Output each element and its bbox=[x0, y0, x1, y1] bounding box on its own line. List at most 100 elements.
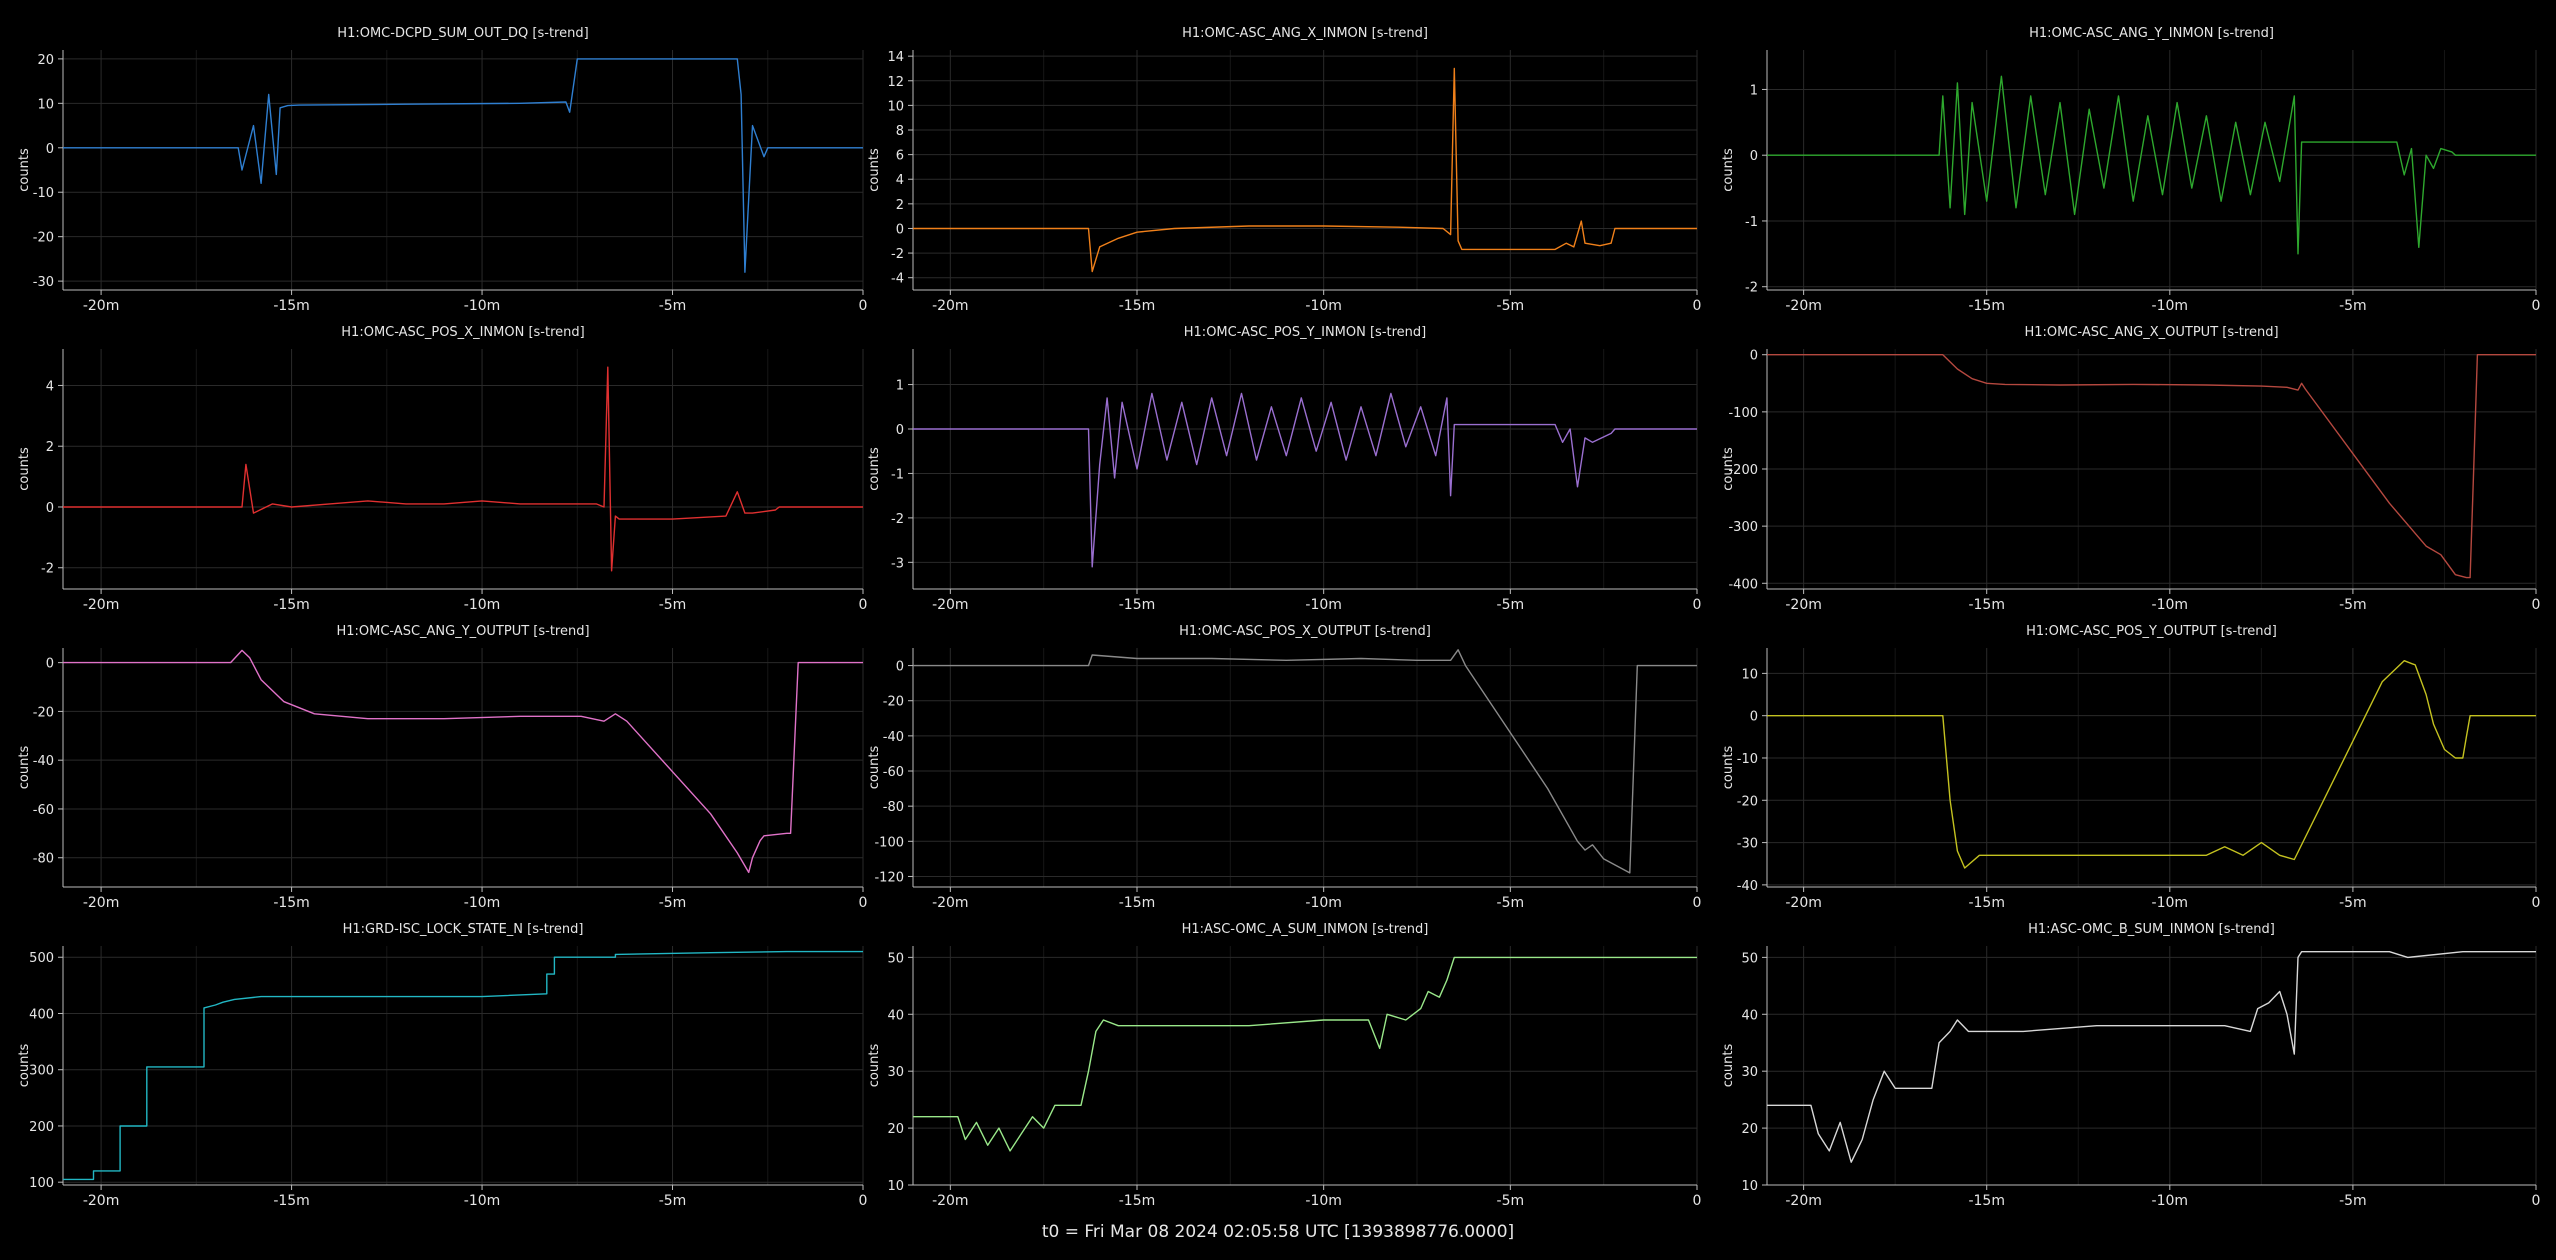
y-axis-label: counts bbox=[867, 746, 882, 790]
y-tick-label: 10 bbox=[1741, 1179, 1758, 1194]
y-tick-label: 6 bbox=[896, 149, 904, 164]
y-tick-label: -10 bbox=[1737, 752, 1758, 767]
y-tick-label: -2 bbox=[1745, 281, 1758, 296]
y-tick-label: 10 bbox=[1741, 667, 1758, 682]
panel-title: H1:OMC-ASC_ANG_Y_INMON [s-trend] bbox=[2029, 26, 2274, 41]
x-tick-label: -5m bbox=[659, 298, 687, 314]
panel-9: -20m -15m -10m -5m 0 -40 -30 -20 -10 0 10 H1:OMC-AS… bbox=[1721, 624, 2540, 911]
x-tick-label: -20m bbox=[1785, 895, 1822, 911]
x-tick-label: -5m bbox=[2339, 597, 2367, 613]
y-tick-label: 0 bbox=[1750, 349, 1758, 364]
panel-2: -20m -15m -10m -5m 0 -4 -2 0 2 4 6 8 10 12 14 H1:OMC-AS… bbox=[867, 26, 1701, 314]
x-tick-label: -5m bbox=[659, 1193, 687, 1209]
series-line bbox=[1767, 660, 2536, 869]
x-tick-label: -10m bbox=[2152, 298, 2189, 314]
x-tick-label: -10m bbox=[1305, 895, 1342, 911]
x-tick-label: -20m bbox=[932, 895, 969, 911]
y-tick-label: 30 bbox=[887, 1065, 904, 1080]
y-tick-label: 500 bbox=[29, 951, 54, 966]
y-tick-label: 0 bbox=[46, 142, 54, 157]
x-tick-label: 0 bbox=[859, 895, 868, 911]
y-axis-label: counts bbox=[1721, 1044, 1736, 1088]
x-tick-label: -15m bbox=[1968, 1193, 2005, 1209]
y-axis-label: counts bbox=[867, 1044, 882, 1088]
panel-11: -20m -15m -10m -5m 0 10 20 30 40 50 H1:ASC-OMC_A_S… bbox=[867, 922, 1701, 1209]
x-tick-label: 0 bbox=[1693, 597, 1702, 613]
x-tick-label: 0 bbox=[1693, 1193, 1702, 1209]
x-tick-label: -20m bbox=[932, 1193, 969, 1209]
y-axis-label: counts bbox=[867, 148, 882, 192]
x-tick-label: -5m bbox=[1497, 597, 1525, 613]
x-tick-label: -15m bbox=[1968, 895, 2005, 911]
x-tick-label: 0 bbox=[859, 298, 868, 314]
y-tick-label: -80 bbox=[33, 852, 54, 867]
y-tick-label: 8 bbox=[896, 124, 904, 139]
y-tick-label: -1 bbox=[1745, 215, 1758, 230]
series-line bbox=[1767, 354, 2536, 579]
panel-6: -20m -15m -10m -5m 0 -400 -300 -200 -100 0 H1:OMC-… bbox=[1721, 325, 2540, 613]
x-tick-label: -10m bbox=[464, 1193, 501, 1209]
y-tick-label: 20 bbox=[1741, 1122, 1758, 1137]
x-tick-label: -5m bbox=[1497, 1193, 1525, 1209]
x-tick-label: -15m bbox=[1968, 597, 2005, 613]
x-tick-label: -15m bbox=[1119, 1193, 1156, 1209]
panel-title: H1:ASC-OMC_A_SUM_INMON [s-trend] bbox=[1182, 922, 1429, 937]
x-tick-label: -10m bbox=[2152, 597, 2189, 613]
y-tick-label: 30 bbox=[1741, 1065, 1758, 1080]
y-tick-label: -60 bbox=[883, 765, 904, 780]
x-tick-label: -20m bbox=[932, 597, 969, 613]
y-tick-label: 1 bbox=[1750, 83, 1758, 98]
y-tick-label: -4 bbox=[891, 272, 904, 287]
y-tick-label: 400 bbox=[29, 1007, 54, 1022]
y-tick-label: 0 bbox=[1750, 149, 1758, 164]
y-tick-label: 2 bbox=[46, 440, 54, 455]
x-tick-label: 0 bbox=[859, 1193, 868, 1209]
y-tick-label: 4 bbox=[46, 379, 54, 394]
series-line bbox=[63, 58, 863, 273]
panel-3: -20m -15m -10m -5m 0 -2 -1 0 1 H1:OMC-ASC_ANG_Y_I… bbox=[1721, 26, 2540, 314]
panel-title: H1:OMC-DCPD_SUM_OUT_DQ [s-trend] bbox=[337, 26, 588, 41]
panel-title: H1:OMC-ASC_ANG_X_INMON [s-trend] bbox=[1182, 26, 1428, 41]
x-tick-label: -15m bbox=[273, 895, 310, 911]
panel-title: H1:OMC-ASC_ANG_Y_OUTPUT [s-trend] bbox=[336, 624, 589, 639]
series-line bbox=[1767, 75, 2536, 255]
y-tick-label: 14 bbox=[887, 50, 904, 65]
y-tick-label: 20 bbox=[887, 1122, 904, 1137]
x-tick-label: -10m bbox=[2152, 1193, 2189, 1209]
x-tick-label: 0 bbox=[2532, 298, 2541, 314]
x-tick-label: -20m bbox=[83, 895, 120, 911]
y-tick-label: 50 bbox=[1741, 951, 1758, 966]
x-tick-label: -10m bbox=[1305, 597, 1342, 613]
y-tick-label: -20 bbox=[1737, 794, 1758, 809]
y-axis-label: counts bbox=[17, 1044, 32, 1088]
x-tick-label: -10m bbox=[464, 895, 501, 911]
x-tick-label: -20m bbox=[1785, 597, 1822, 613]
y-tick-label: -2 bbox=[891, 512, 904, 527]
y-tick-label: 0 bbox=[46, 501, 54, 516]
y-tick-label: 40 bbox=[1741, 1008, 1758, 1023]
y-tick-label: -200 bbox=[1728, 463, 1758, 478]
y-tick-label: 0 bbox=[896, 660, 904, 675]
y-tick-label: -30 bbox=[33, 275, 54, 290]
y-tick-label: 1 bbox=[896, 379, 904, 394]
series-line bbox=[63, 950, 863, 1181]
x-tick-label: 0 bbox=[2532, 1193, 2541, 1209]
x-tick-label: -15m bbox=[273, 597, 310, 613]
y-tick-label: -40 bbox=[883, 730, 904, 745]
x-tick-label: -15m bbox=[273, 298, 310, 314]
y-tick-label: 10 bbox=[887, 99, 904, 114]
x-tick-label: -20m bbox=[83, 1193, 120, 1209]
y-tick-label: 0 bbox=[896, 222, 904, 237]
y-tick-label: 0 bbox=[46, 657, 54, 672]
series-line bbox=[1767, 951, 2536, 1163]
y-axis-label: counts bbox=[867, 447, 882, 491]
panel-5: -20m -15m -10m -5m 0 -3 -2 -1 0 1 H1:OMC-ASC_POS_Y… bbox=[867, 325, 1701, 613]
y-tick-label: 300 bbox=[29, 1064, 54, 1079]
y-tick-label: -300 bbox=[1728, 520, 1758, 535]
y-tick-label: -20 bbox=[33, 705, 54, 720]
x-tick-label: -10m bbox=[1305, 298, 1342, 314]
y-tick-label: -80 bbox=[883, 800, 904, 815]
y-tick-label: -2 bbox=[891, 247, 904, 262]
y-axis-label: counts bbox=[17, 148, 32, 192]
x-tick-label: -10m bbox=[464, 298, 501, 314]
